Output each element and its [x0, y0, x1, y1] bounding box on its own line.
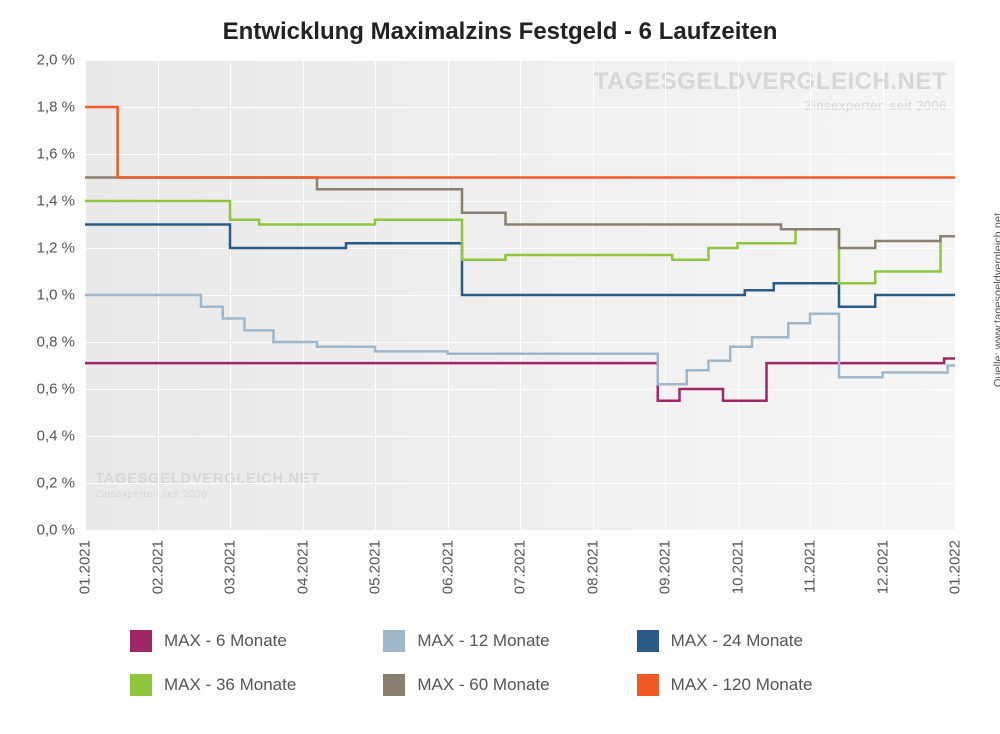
legend-label: MAX - 6 Monate	[164, 631, 287, 651]
legend-item-m24: MAX - 24 Monate	[637, 630, 870, 652]
x-tick-label: 01.2022	[947, 540, 964, 594]
legend: MAX - 6 Monate MAX - 12 Monate MAX - 24 Mo…	[130, 630, 870, 696]
series-line-m120	[85, 107, 955, 178]
y-tick-label: 1,8 %	[15, 99, 75, 116]
legend-label: MAX - 36 Monate	[164, 675, 296, 695]
legend-item-m12: MAX - 12 Monate	[383, 630, 616, 652]
plot-area: TAGESGELDVERGLEICH.NET Zinsexperten seit…	[85, 60, 955, 530]
gridline-v	[955, 60, 956, 530]
y-tick-label: 2,0 %	[15, 52, 75, 69]
x-tick-label: 03.2021	[222, 540, 239, 594]
x-tick-label: 10.2021	[729, 540, 746, 594]
legend-label: MAX - 24 Monate	[671, 631, 803, 651]
y-tick-label: 0,8 %	[15, 334, 75, 351]
legend-label: MAX - 12 Monate	[417, 631, 549, 651]
x-tick-label: 06.2021	[439, 540, 456, 594]
legend-label: MAX - 60 Monate	[417, 675, 549, 695]
lines-svg	[85, 60, 955, 530]
x-tick-label: 11.2021	[802, 540, 819, 593]
x-tick-label: 09.2021	[657, 540, 674, 594]
x-tick-label: 04.2021	[294, 540, 311, 594]
legend-swatch	[637, 674, 659, 696]
legend-swatch	[130, 630, 152, 652]
legend-swatch	[130, 674, 152, 696]
y-tick-label: 1,6 %	[15, 146, 75, 163]
y-tick-label: 1,0 %	[15, 287, 75, 304]
chart-title: Entwicklung Maximalzins Festgeld - 6 Lau…	[0, 18, 1000, 46]
y-tick-label: 0,6 %	[15, 381, 75, 398]
y-tick-label: 1,4 %	[15, 193, 75, 210]
legend-item-m6: MAX - 6 Monate	[130, 630, 363, 652]
legend-swatch	[637, 630, 659, 652]
series-line-m36	[85, 201, 955, 283]
legend-item-m60: MAX - 60 Monate	[383, 674, 616, 696]
y-tick-label: 1,2 %	[15, 240, 75, 257]
y-tick-label: 0,0 %	[15, 522, 75, 539]
source-attribution: Quelle: www.tagesgeldvergleich.net	[992, 213, 1000, 387]
x-tick-label: 08.2021	[584, 540, 601, 594]
y-tick-label: 0,2 %	[15, 475, 75, 492]
x-tick-label: 05.2021	[367, 540, 384, 594]
series-line-m24	[85, 225, 955, 307]
legend-swatch	[383, 674, 405, 696]
x-tick-label: 01.2021	[77, 540, 94, 594]
series-line-m12	[85, 295, 955, 384]
x-tick-label: 02.2021	[149, 540, 166, 594]
gridline-h	[85, 530, 955, 531]
x-tick-label: 07.2021	[512, 540, 529, 594]
legend-item-m36: MAX - 36 Monate	[130, 674, 363, 696]
series-line-m6	[85, 358, 955, 400]
series-line-m60	[85, 178, 955, 249]
y-tick-label: 0,4 %	[15, 428, 75, 445]
legend-label: MAX - 120 Monate	[671, 675, 813, 695]
legend-item-m120: MAX - 120 Monate	[637, 674, 870, 696]
legend-swatch	[383, 630, 405, 652]
x-tick-label: 12.2021	[874, 540, 891, 594]
